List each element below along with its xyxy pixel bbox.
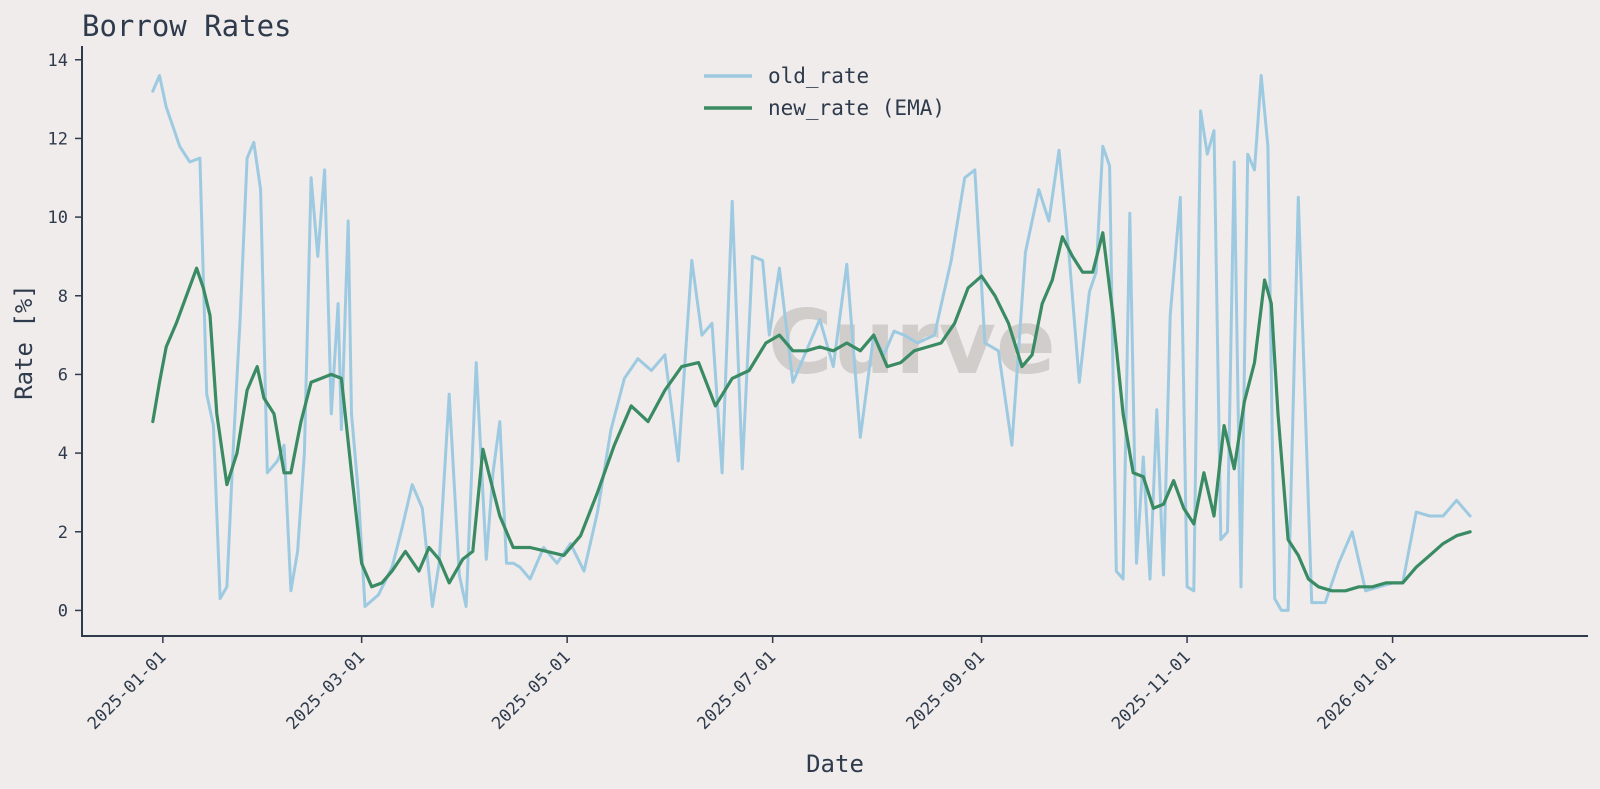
y-axis-label: Rate [%] xyxy=(10,284,38,400)
y-tick-label: 8 xyxy=(58,287,68,307)
x-tick-label: 2025-01-01 xyxy=(84,647,171,734)
chart-title: Borrow Rates xyxy=(82,9,292,43)
y-tick-label: 14 xyxy=(48,51,68,71)
series-line-new-rate-ema xyxy=(151,231,1472,593)
y-tick-label: 0 xyxy=(58,601,68,621)
legend: old_rate new_rate (EMA) xyxy=(704,64,945,120)
x-axis-label: Date xyxy=(806,750,864,778)
y-tick-label: 12 xyxy=(48,129,68,149)
y-tick-label: 2 xyxy=(58,523,68,543)
x-tick-label: 2025-03-01 xyxy=(283,647,370,734)
x-tick-label: 2025-11-01 xyxy=(1108,647,1195,734)
x-tick-label: 2026-01-01 xyxy=(1314,647,1401,734)
x-tick-label: 2025-09-01 xyxy=(903,647,990,734)
watermark-logo-text: Curve xyxy=(768,291,1056,394)
x-tick-label: 2025-05-01 xyxy=(488,647,575,734)
series-line-old-rate xyxy=(151,74,1472,612)
plot-area xyxy=(151,74,1472,612)
y-tick-label: 10 xyxy=(48,208,68,228)
legend-label-new-rate-ema: new_rate (EMA) xyxy=(768,96,945,120)
legend-label-old-rate: old_rate xyxy=(768,64,869,88)
y-tick-label: 4 xyxy=(58,444,68,464)
x-axis-ticks: 2025-01-01 2025-03-01 2025-05-01 2025-07-01… xyxy=(84,636,1400,734)
x-tick-label: 2025-07-01 xyxy=(694,647,781,734)
y-tick-label: 6 xyxy=(58,365,68,385)
y-axis-ticks: 0 2 4 6 8 10 12 14 xyxy=(48,51,82,621)
